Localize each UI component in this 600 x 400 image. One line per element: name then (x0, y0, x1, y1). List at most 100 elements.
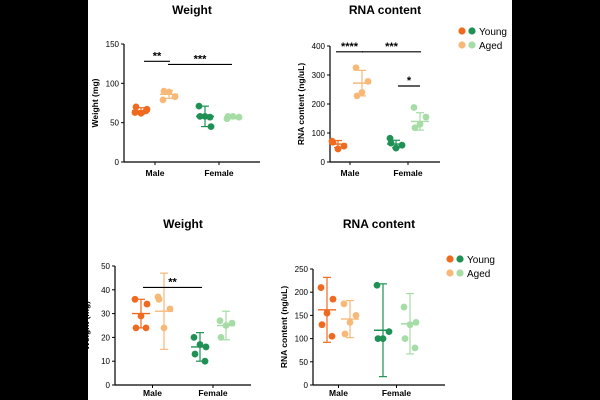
data-point (142, 324, 150, 332)
series-aged-male (159, 87, 179, 104)
data-point (385, 328, 393, 336)
data-point (412, 318, 420, 326)
data-point (229, 112, 237, 120)
figure-background (88, 0, 512, 400)
legend-label-young: Young (479, 27, 507, 38)
data-point (340, 300, 348, 308)
x-tick-label-male: Male (143, 388, 162, 398)
data-point (201, 357, 209, 365)
legend-swatch-young-female (468, 27, 476, 35)
data-point (317, 284, 325, 291)
legend-swatch-aged-male (458, 41, 466, 49)
significance-label: * (407, 75, 412, 87)
data-point (143, 300, 151, 308)
y-tick-label: 100 (312, 129, 326, 138)
legend-bottom: Young Aged (446, 255, 495, 280)
y-tick-label: 200 (295, 288, 309, 297)
y-tick-label: 400 (312, 42, 326, 51)
data-point (206, 113, 214, 121)
series-aged-female (400, 292, 420, 355)
data-point (341, 330, 349, 338)
legend-label-aged: Aged (467, 269, 490, 280)
legend-label-young: Young (467, 255, 495, 266)
data-point (387, 139, 395, 147)
series-young-female (373, 281, 393, 378)
y-tick-label: 150 (106, 40, 120, 49)
y-tick-label: 150 (295, 311, 309, 320)
legend-swatch-aged-male (446, 269, 454, 277)
significance-label: ** (168, 276, 177, 288)
series-aged-female (223, 112, 243, 123)
data-point (352, 312, 360, 319)
series-aged-female (216, 310, 236, 341)
legend-swatch-aged-female (456, 269, 464, 277)
y-tick-label: 40 (101, 286, 110, 295)
series-aged-male (352, 64, 372, 100)
data-point (216, 317, 224, 325)
x-tick-label-female: Female (393, 168, 423, 178)
series-young-male (131, 103, 151, 117)
data-point (160, 87, 168, 95)
series-young-male (317, 276, 337, 343)
y-tick-label: 0 (115, 158, 120, 167)
data-point (132, 324, 140, 332)
significance-label: **** (341, 41, 359, 53)
series-aged-male (154, 272, 174, 350)
series-young-male (328, 137, 348, 153)
chart-title: RNA content (343, 217, 415, 231)
x-tick-label-male: Male (341, 168, 360, 178)
y-axis-label: RNA content (ng/uL) (296, 63, 306, 145)
data-point (411, 344, 419, 352)
data-point (379, 335, 387, 342)
y-tick-label: 50 (101, 262, 110, 271)
y-tick-label: 100 (295, 335, 309, 344)
x-tick-label-female: Female (382, 388, 412, 398)
data-point (398, 141, 406, 149)
series-young-male (131, 295, 151, 332)
y-tick-label: 0 (106, 381, 111, 390)
series-young-female (190, 332, 210, 365)
legend-top: Young Aged (458, 27, 507, 52)
data-point (318, 321, 326, 329)
chart-title: Weight (172, 3, 212, 17)
data-point (224, 112, 232, 120)
y-axis-label: RNA content (ng/uL) (279, 286, 289, 368)
y-tick-label: 250 (295, 265, 309, 274)
chart-title: RNA content (349, 3, 421, 17)
significance-label: ** (153, 50, 162, 62)
data-point (373, 281, 381, 289)
data-point (358, 89, 366, 96)
data-point (328, 332, 336, 340)
x-tick-label-male: Male (146, 168, 165, 178)
data-point (160, 324, 168, 332)
data-point (329, 295, 337, 303)
y-tick-label: 50 (299, 358, 308, 367)
data-point (422, 113, 430, 121)
series-aged-female (410, 104, 430, 132)
x-tick-label-male: Male (329, 388, 348, 398)
x-tick-label-female: Female (198, 388, 228, 398)
data-point (132, 103, 140, 111)
y-tick-label: 100 (106, 79, 120, 88)
x-tick-label-female: Female (204, 168, 234, 178)
data-point (131, 295, 139, 303)
data-point (155, 295, 163, 303)
y-tick-label: 30 (101, 310, 110, 319)
legend-swatch-young-male (446, 255, 454, 263)
series-aged-male (340, 299, 360, 339)
legend-swatch-aged-female (468, 41, 476, 49)
data-point (346, 318, 354, 326)
chart-panel-p2: RNA content 0 100 200 300 400 RNA content (ng/… (296, 3, 440, 178)
data-point (401, 335, 409, 342)
chart-panel-p4: RNA content 0 50 100 150 200 250 RNA content (n… (279, 217, 445, 398)
y-tick-label: 20 (101, 333, 110, 342)
y-tick-label: 200 (312, 100, 326, 109)
data-point (410, 104, 418, 111)
data-point (159, 96, 167, 104)
data-point (416, 120, 424, 128)
y-axis-label: Weight (mg) (81, 301, 91, 350)
legend-swatch-young-male (458, 27, 466, 35)
series-young-female (386, 134, 406, 152)
y-tick-label: 10 (101, 357, 110, 366)
